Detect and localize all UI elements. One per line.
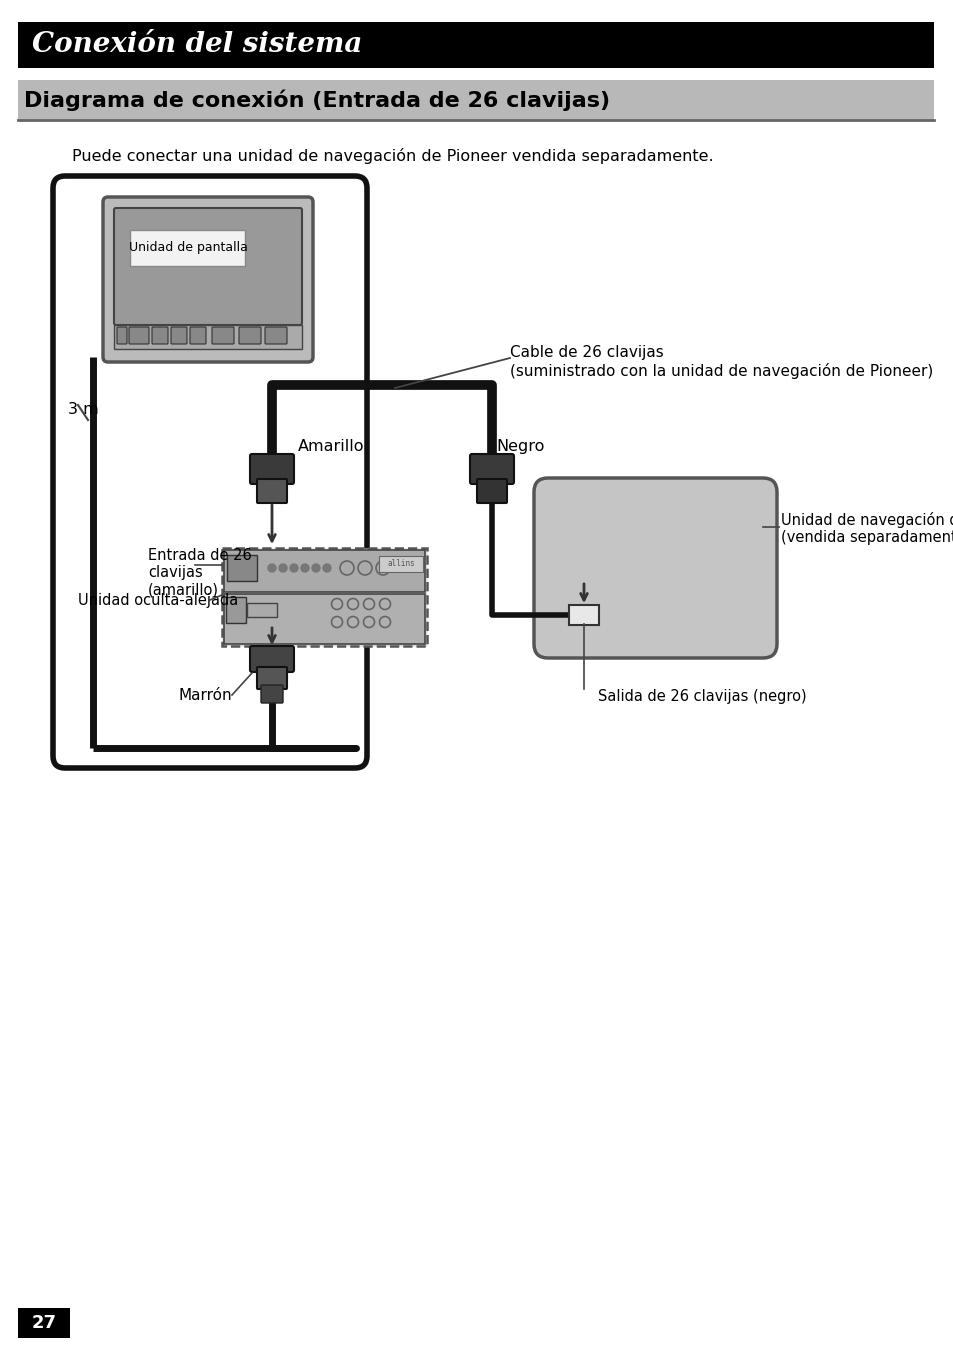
Text: Negro: Negro bbox=[496, 439, 544, 454]
FancyBboxPatch shape bbox=[226, 598, 246, 623]
FancyBboxPatch shape bbox=[265, 327, 287, 344]
FancyBboxPatch shape bbox=[476, 480, 506, 503]
FancyBboxPatch shape bbox=[568, 604, 598, 625]
FancyBboxPatch shape bbox=[222, 547, 427, 646]
FancyBboxPatch shape bbox=[53, 176, 367, 768]
FancyBboxPatch shape bbox=[18, 1308, 70, 1337]
Text: Entrada de 26
clavijas
(amarillo): Entrada de 26 clavijas (amarillo) bbox=[148, 547, 252, 598]
FancyBboxPatch shape bbox=[103, 196, 313, 362]
FancyBboxPatch shape bbox=[113, 209, 302, 325]
FancyBboxPatch shape bbox=[239, 327, 261, 344]
Circle shape bbox=[323, 564, 331, 572]
FancyBboxPatch shape bbox=[250, 646, 294, 672]
Text: Salida de 26 clavijas (negro): Salida de 26 clavijas (negro) bbox=[598, 688, 806, 705]
Circle shape bbox=[290, 564, 297, 572]
FancyBboxPatch shape bbox=[470, 454, 514, 484]
Text: allins: allins bbox=[387, 560, 415, 569]
FancyBboxPatch shape bbox=[171, 327, 187, 344]
FancyBboxPatch shape bbox=[256, 480, 287, 503]
Circle shape bbox=[268, 564, 275, 572]
FancyBboxPatch shape bbox=[247, 603, 276, 617]
FancyBboxPatch shape bbox=[113, 325, 302, 350]
FancyBboxPatch shape bbox=[129, 327, 149, 344]
Circle shape bbox=[278, 564, 287, 572]
Circle shape bbox=[301, 564, 309, 572]
Text: Amarillo: Amarillo bbox=[297, 439, 364, 454]
Text: Unidad oculta-alejada: Unidad oculta-alejada bbox=[78, 592, 238, 607]
FancyBboxPatch shape bbox=[117, 327, 127, 344]
FancyBboxPatch shape bbox=[534, 478, 776, 659]
FancyBboxPatch shape bbox=[130, 230, 245, 266]
Text: 3 m: 3 m bbox=[68, 402, 99, 417]
FancyBboxPatch shape bbox=[227, 556, 256, 581]
FancyBboxPatch shape bbox=[212, 327, 233, 344]
FancyBboxPatch shape bbox=[378, 556, 422, 572]
Text: Diagrama de conexión (Entrada de 26 clavijas): Diagrama de conexión (Entrada de 26 clav… bbox=[24, 89, 610, 111]
Text: Cable de 26 clavijas
(suministrado con la unidad de navegación de Pioneer): Cable de 26 clavijas (suministrado con l… bbox=[510, 346, 932, 378]
Text: Unidad de pantalla: Unidad de pantalla bbox=[129, 241, 247, 255]
FancyBboxPatch shape bbox=[250, 454, 294, 484]
Text: Conexión del sistema: Conexión del sistema bbox=[32, 31, 362, 58]
Text: Puede conectar una unidad de navegación de Pioneer vendida separadamente.: Puede conectar una unidad de navegación … bbox=[71, 148, 713, 164]
FancyBboxPatch shape bbox=[256, 667, 287, 688]
FancyBboxPatch shape bbox=[261, 686, 283, 703]
FancyBboxPatch shape bbox=[18, 80, 933, 121]
Text: Unidad de navegación de Pioneer
(vendida separadamente): Unidad de navegación de Pioneer (vendida… bbox=[781, 512, 953, 546]
FancyBboxPatch shape bbox=[152, 327, 168, 344]
Text: Marrón: Marrón bbox=[178, 687, 232, 702]
Text: 27: 27 bbox=[31, 1314, 56, 1332]
FancyBboxPatch shape bbox=[224, 550, 424, 592]
Circle shape bbox=[312, 564, 319, 572]
FancyBboxPatch shape bbox=[224, 593, 424, 644]
FancyBboxPatch shape bbox=[18, 22, 933, 68]
FancyBboxPatch shape bbox=[190, 327, 206, 344]
